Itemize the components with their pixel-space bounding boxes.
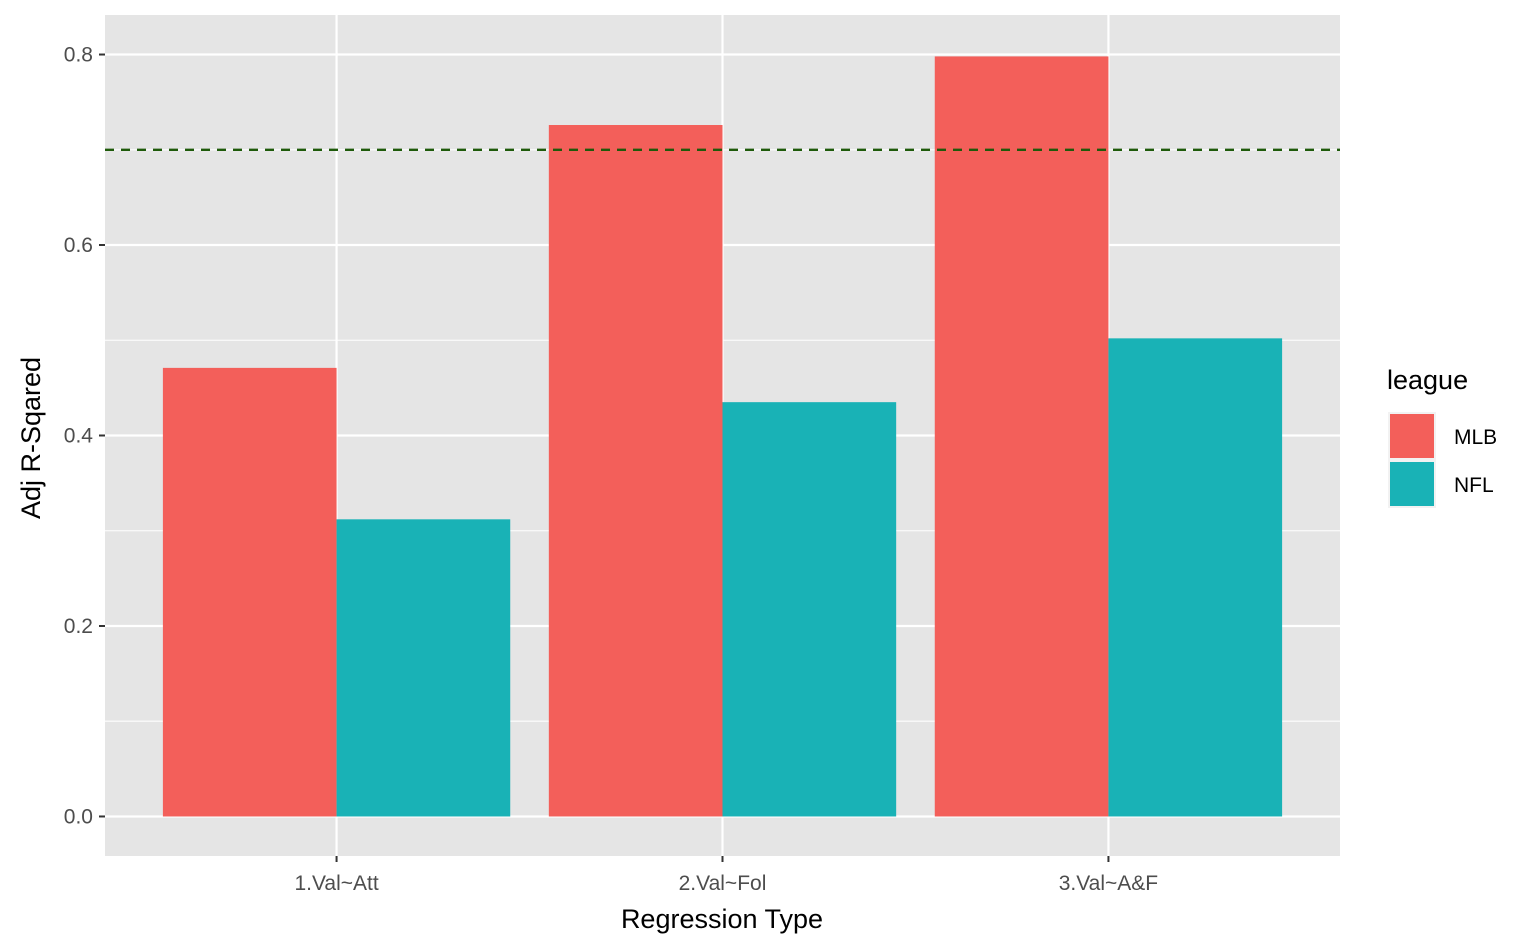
y-tick-label: 0.0: [64, 805, 93, 828]
x-tick-label: 2.Val~Fol: [679, 872, 767, 895]
y-tick-label: 0.4: [64, 425, 94, 448]
bar-mlb-2: [548, 125, 723, 817]
x-tick-label: 3.Val~A&F: [1059, 872, 1158, 895]
legend: league MLB NFL: [1387, 365, 1497, 508]
bar-mlb-1: [162, 367, 337, 817]
bar-nfl-2: [722, 402, 897, 817]
legend-label-mlb: MLB: [1454, 426, 1497, 449]
x-axis: 1.Val~Att 2.Val~Fol 3.Val~A&F: [294, 856, 1158, 895]
y-axis-title: Adj R-Sqared: [16, 357, 46, 519]
y-axis: 0.0 0.2 0.4 0.6 0.8: [64, 44, 105, 828]
legend-key-mlb: [1390, 414, 1434, 458]
legend-label-nfl: NFL: [1454, 474, 1494, 497]
bar-nfl-1: [336, 519, 511, 817]
bar-nfl-3: [1108, 338, 1283, 817]
bars: [162, 56, 1283, 817]
x-tick-label: 1.Val~Att: [294, 872, 378, 895]
bar-mlb-3: [934, 56, 1109, 817]
y-tick-label: 0.6: [64, 234, 93, 257]
y-tick-label: 0.2: [64, 615, 93, 638]
legend-title: league: [1387, 365, 1468, 395]
x-axis-title: Regression Type: [621, 904, 823, 934]
legend-key-nfl: [1390, 462, 1434, 506]
y-tick-label: 0.8: [64, 44, 93, 67]
